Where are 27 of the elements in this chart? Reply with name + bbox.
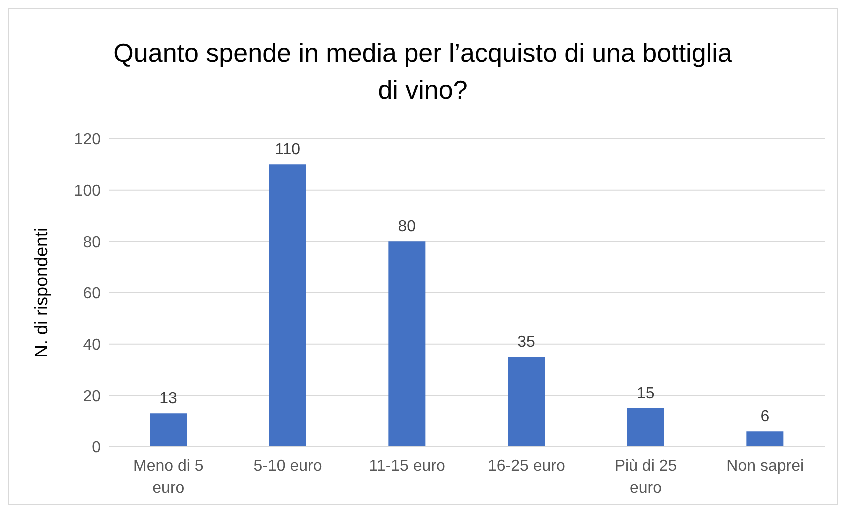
x-tick-label: 16-25 euro — [488, 458, 566, 475]
x-tick-label: Non saprei — [726, 458, 804, 475]
data-label: 15 — [636, 386, 655, 402]
bar — [269, 164, 306, 447]
y-tick-label: 100 — [74, 183, 102, 200]
y-tick-label: 0 — [92, 440, 102, 457]
bar — [508, 357, 545, 447]
x-tick-label: Meno di 5 euro — [134, 458, 204, 497]
chart-title: Quanto spende in media per l’acquisto di una bottiglia di vino? — [112, 37, 734, 107]
data-label: 110 — [275, 142, 301, 159]
y-tick-label: 80 — [83, 234, 102, 252]
data-label: 35 — [518, 334, 536, 352]
x-tick-label: Più di 25 euro — [614, 458, 678, 497]
bar — [150, 414, 187, 447]
data-label: 80 — [398, 218, 416, 236]
y-tick-label: 120 — [74, 132, 102, 149]
bar — [388, 242, 426, 447]
y-axis-title: N. di rispondenti — [31, 228, 52, 358]
y-tick-label: 60 — [83, 286, 102, 303]
data-label: 13 — [160, 390, 178, 408]
x-tick-label: 5-10 euro — [254, 458, 322, 475]
y-tick-label: 20 — [83, 388, 102, 406]
data-label: 6 — [760, 408, 770, 426]
y-tick-label: 40 — [83, 337, 102, 354]
x-tick-label: 11-15 euro — [369, 458, 446, 475]
bar — [746, 432, 784, 447]
bar — [627, 408, 664, 447]
